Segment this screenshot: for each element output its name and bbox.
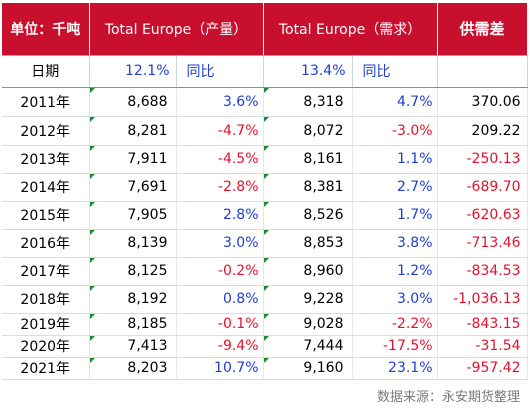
row-demand-yoy: 1.1% [352, 145, 438, 174]
row-demand-yoy: -2.2% [352, 313, 438, 336]
row-gap: 370.06 [437, 87, 528, 117]
row-demand: 8,960 [263, 257, 353, 286]
row-production: 8,185 [89, 313, 177, 336]
row-year: 2020年 [2, 335, 90, 358]
row-production: 8,139 [89, 229, 177, 258]
table-row: 2021年 8,203 10.7% 9,160 23.1% -957.42 [2, 357, 528, 380]
header-row: 单位：千吨 Total Europe（产量） Total Europe（需求） … [2, 3, 528, 56]
row-gap: -713.46 [437, 229, 528, 258]
row-demand-yoy: 3.8% [352, 229, 438, 258]
row-demand: 9,228 [263, 285, 353, 314]
row-demand-yoy: 23.1% [352, 357, 438, 380]
subheader-row: 日期 12.1% 同比 13.4% 同比 [2, 55, 528, 88]
row-gap: -689.70 [437, 173, 528, 202]
row-demand-yoy: 1.7% [352, 201, 438, 230]
row-demand-yoy: 4.7% [352, 87, 438, 117]
row-production: 8,203 [89, 357, 177, 380]
row-production: 8,688 [89, 87, 177, 117]
row-gap: -250.13 [437, 145, 528, 174]
row-production: 7,413 [89, 335, 177, 358]
row-year: 2021年 [2, 357, 90, 380]
data-rows: 2011年 8,688 3.6% 8,318 4.7% 370.06 2012年 8,281-… [2, 87, 528, 380]
row-production-yoy: -4.7% [176, 116, 264, 146]
row-demand: 9,160 [263, 357, 353, 380]
row-production-yoy: 2.8% [176, 201, 264, 230]
demand-header: Total Europe（需求） [263, 3, 438, 56]
row-year: 2013年 [2, 145, 90, 174]
row-year: 2017年 [2, 257, 90, 286]
row-year: 2016年 [2, 229, 90, 258]
gap-subheader [437, 55, 528, 88]
production-total-yoy: 12.1% [89, 55, 177, 88]
table-row: 2019年 8,185 -0.1% 9,028 -2.2% -843.15 [2, 313, 528, 336]
table-row: 2018年 8,192 0.8% 9,228 3.0% -1,036.13 [2, 285, 528, 314]
date-label: 日期 [2, 55, 90, 88]
row-year: 2011年 [2, 87, 90, 117]
row-demand: 8,161 [263, 145, 353, 174]
row-production-yoy: 0.8% [176, 285, 264, 314]
row-production: 7,911 [89, 145, 177, 174]
row-demand: 8,853 [263, 229, 353, 258]
row-demand: 8,318 [263, 87, 353, 117]
row-gap: -31.54 [437, 335, 528, 358]
demand-yoy-label: 同比 [352, 55, 438, 88]
table-row: 2014年 7,691 -2.8% 8,381 2.7% -689.70 [2, 173, 528, 202]
row-year: 2012年 [2, 116, 90, 146]
row-gap: -1,036.13 [437, 285, 528, 314]
row-gap: 209.22 [437, 116, 528, 146]
row-production-yoy: -4.5% [176, 145, 264, 174]
row-demand-yoy: 3.0% [352, 285, 438, 314]
supply-demand-table: 单位：千吨 Total Europe（产量） Total Europe（需求） … [2, 3, 528, 380]
table-row: 2011年 8,688 3.6% 8,318 4.7% 370.06 [2, 87, 528, 117]
table-row: 2015年 7,905 2.8% 8,526 1.7% -620.63 [2, 201, 528, 230]
gap-header: 供需差 [437, 3, 528, 56]
demand-total-yoy: 13.4% [263, 55, 353, 88]
row-production-yoy: 10.7% [176, 357, 264, 380]
row-demand: 7,444 [263, 335, 353, 358]
row-year: 2018年 [2, 285, 90, 314]
row-demand: 8,526 [263, 201, 353, 230]
row-demand: 8,072 [263, 116, 353, 146]
row-production-yoy: -9.4% [176, 335, 264, 358]
row-production: 7,905 [89, 201, 177, 230]
production-yoy-label: 同比 [176, 55, 264, 88]
row-demand-yoy: 2.7% [352, 173, 438, 202]
unit-header: 单位：千吨 [2, 3, 90, 56]
row-demand-yoy: -17.5% [352, 335, 438, 358]
table-row: 2013年 7,911 -4.5% 8,161 1.1% -250.13 [2, 145, 528, 174]
row-demand: 9,028 [263, 313, 353, 336]
row-demand: 8,381 [263, 173, 353, 202]
row-gap: -843.15 [437, 313, 528, 336]
row-year: 2019年 [2, 313, 90, 336]
production-header: Total Europe（产量） [89, 3, 264, 56]
row-gap: -620.63 [437, 201, 528, 230]
table-row: 2012年 8,281 -4.7% 8,072 -3.0% 209.22 [2, 116, 528, 146]
table-row: 2016年 8,139 3.0% 8,853 3.8% -713.46 [2, 229, 528, 258]
table-row: 2017年 8,125 -0.2% 8,960 1.2% -834.53 [2, 257, 528, 286]
row-production-yoy: -0.1% [176, 313, 264, 336]
row-production: 8,192 [89, 285, 177, 314]
row-gap: -957.42 [437, 357, 528, 380]
table-row: 2020年 7,413 -9.4% 7,444 -17.5% -31.54 [2, 335, 528, 358]
source-note: 数据来源：永安期货整理 [376, 390, 520, 405]
row-demand-yoy: -3.0% [352, 116, 438, 146]
row-production: 7,691 [89, 173, 177, 202]
row-demand-yoy: 1.2% [352, 257, 438, 286]
row-production-yoy: 3.6% [176, 87, 264, 117]
row-production-yoy: -2.8% [176, 173, 264, 202]
row-production: 8,281 [89, 116, 177, 146]
row-year: 2014年 [2, 173, 90, 202]
row-production: 8,125 [89, 257, 177, 286]
row-gap: -834.53 [437, 257, 528, 286]
row-production-yoy: -0.2% [176, 257, 264, 286]
row-production-yoy: 3.0% [176, 229, 264, 258]
row-year: 2015年 [2, 201, 90, 230]
